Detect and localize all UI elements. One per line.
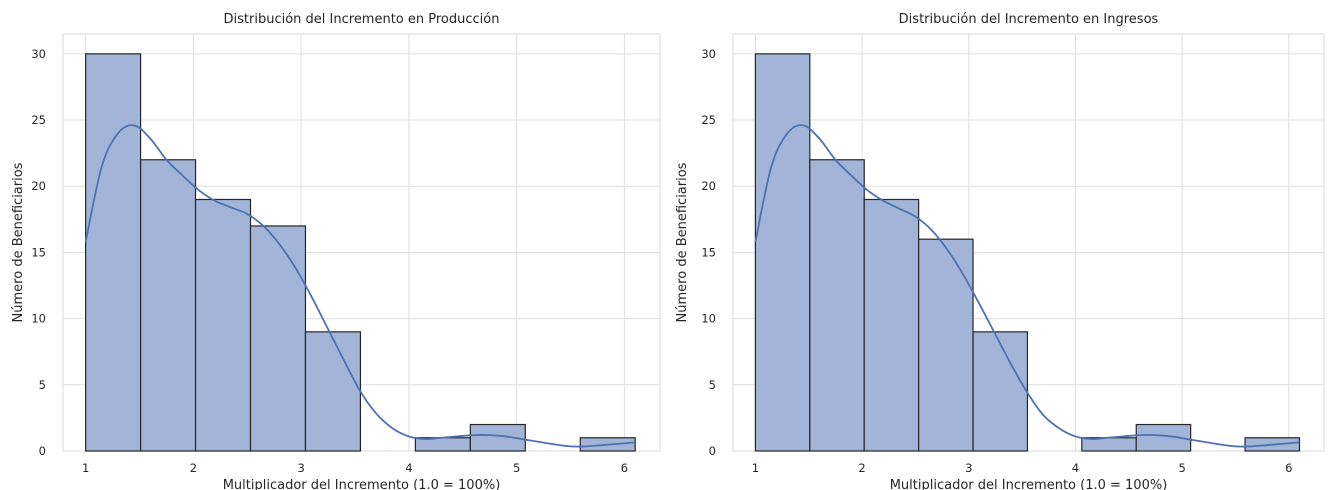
y-tick-labels: 0 5 10 15 20 25 30 xyxy=(701,47,716,458)
y-tick-label: 10 xyxy=(31,312,46,326)
chart-panel-production: 1 2 3 4 5 6 0 5 10 15 20 25 30 Distribución del Incre… xyxy=(11,12,661,490)
x-tick-label: 3 xyxy=(965,461,972,475)
y-tick-label: 10 xyxy=(701,312,716,326)
plot-area-frame xyxy=(62,33,661,452)
histogram-bar xyxy=(754,53,811,452)
production-histogram-svg: 1 2 3 4 5 6 0 5 10 15 20 25 30 Distribución del Incre… xyxy=(11,12,661,490)
y-tick-label: 20 xyxy=(701,179,716,193)
histogram-bar xyxy=(918,238,974,452)
y-tick-label: 15 xyxy=(31,245,46,259)
histogram-bar xyxy=(972,331,1029,452)
y-tick-label: 15 xyxy=(701,245,716,259)
x-tick-labels: 1 2 3 4 5 6 xyxy=(752,461,1293,475)
x-tick-label: 4 xyxy=(1072,461,1079,475)
x-tick-label: 1 xyxy=(82,461,89,475)
y-tick-label: 20 xyxy=(31,179,46,193)
histogram-bar xyxy=(304,331,362,452)
histogram-bar xyxy=(863,198,920,452)
y-tick-label: 25 xyxy=(31,113,46,127)
kde-curve xyxy=(84,124,636,448)
x-tick-labels: 1 2 3 4 5 6 xyxy=(82,461,628,475)
income-histogram-svg: 1 2 3 4 5 6 0 5 10 15 20 25 30 Distribución del Incre… xyxy=(675,12,1325,490)
x-tick-label: 4 xyxy=(405,461,412,475)
histogram-bar xyxy=(85,53,142,452)
histogram-bar xyxy=(139,159,197,452)
y-tick-labels: 0 5 10 15 20 25 30 xyxy=(31,47,46,458)
y-axis-label: Número de Beneficiarios xyxy=(11,162,26,322)
x-tick-label: 5 xyxy=(1178,461,1185,475)
x-tick-label: 2 xyxy=(190,461,197,475)
histogram-bar xyxy=(469,423,526,452)
y-tick-label: 5 xyxy=(39,378,46,392)
y-tick-label: 30 xyxy=(31,47,46,61)
x-tick-label: 2 xyxy=(858,461,865,475)
histogram-bars xyxy=(85,53,636,452)
y-tick-label: 30 xyxy=(701,47,716,61)
x-axis-label: Multiplicador del Incremento (1.0 = 100%… xyxy=(890,478,1168,490)
y-tick-label: 0 xyxy=(39,444,46,458)
histogram-bar xyxy=(249,225,307,452)
x-tick-label: 6 xyxy=(1285,461,1292,475)
y-tick-label: 5 xyxy=(709,378,716,392)
x-tick-label: 6 xyxy=(621,461,628,475)
kde-curve xyxy=(754,124,1300,448)
x-tick-label: 1 xyxy=(752,461,759,475)
chart-title: Distribución del Incremento en Producció… xyxy=(224,12,500,27)
plot-area-frame xyxy=(732,33,1325,452)
chart-panel-income: 1 2 3 4 5 6 0 5 10 15 20 25 30 Distribución del Incre… xyxy=(664,0,1328,490)
x-tick-label: 5 xyxy=(513,461,520,475)
y-tick-label: 25 xyxy=(701,113,716,127)
chart-title: Distribución del Incremento en Ingresos xyxy=(899,12,1159,27)
x-tick-label: 3 xyxy=(297,461,304,475)
x-axis-label: Multiplicador del Incremento (1.0 = 100%… xyxy=(223,478,501,490)
y-tick-label: 0 xyxy=(709,444,716,458)
y-axis-label: Número de Beneficiarios xyxy=(675,162,690,322)
histogram-bar xyxy=(809,159,865,452)
histogram-bar xyxy=(194,198,252,452)
